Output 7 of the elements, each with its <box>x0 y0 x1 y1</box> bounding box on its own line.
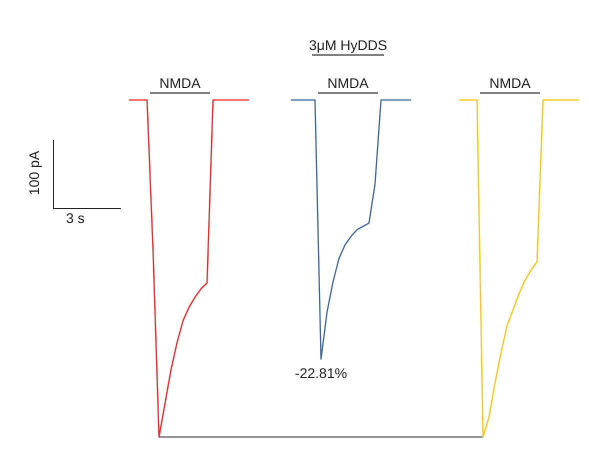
text: NMDA <box>159 74 202 91</box>
text: NMDA <box>489 74 532 91</box>
text: 3 s <box>66 210 85 226</box>
text: 100 pA <box>26 150 42 198</box>
text: 3μM HyDDS <box>308 36 388 53</box>
annotation: -22.81% <box>294 365 348 382</box>
text: NMDA <box>327 74 370 91</box>
